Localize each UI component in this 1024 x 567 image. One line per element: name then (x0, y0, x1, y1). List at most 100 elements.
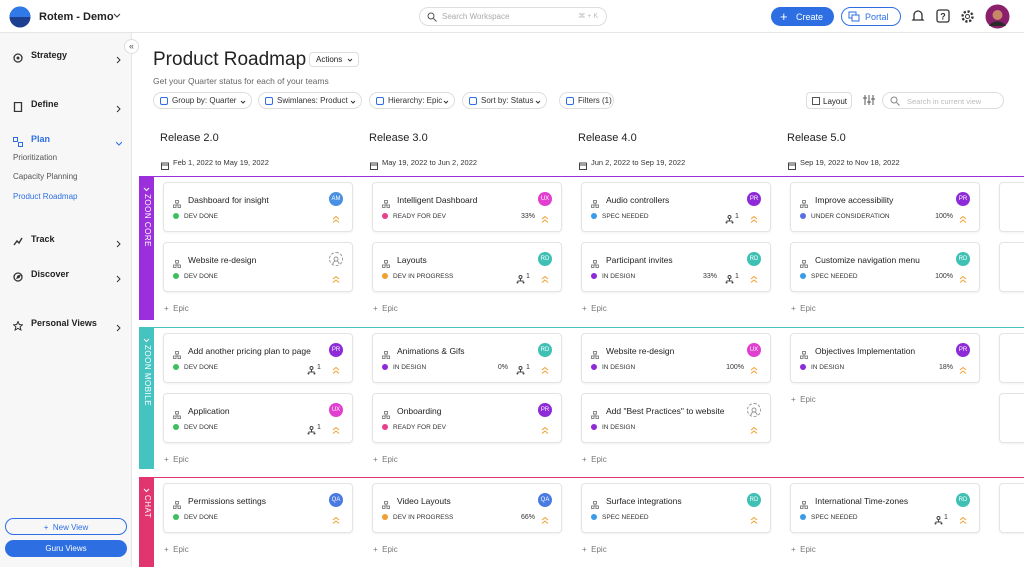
user-avatar[interactable] (985, 4, 1010, 29)
assignee-placeholder[interactable] (329, 252, 343, 266)
assignee-avatar[interactable]: RD (538, 252, 552, 266)
icon (959, 215, 967, 223)
filter-chip[interactable]: Sort by: Status (462, 92, 547, 109)
actions-button[interactable]: Actions (309, 52, 360, 67)
assignee-avatar[interactable]: RD (956, 252, 970, 266)
assignee-avatar[interactable]: QA (329, 493, 343, 507)
add-epic[interactable]: + Epic (791, 304, 816, 313)
progress-percent: 33% (520, 213, 535, 220)
add-epic[interactable]: + Epic (582, 455, 607, 464)
assignee-avatar[interactable]: PR (538, 403, 552, 417)
add-epic[interactable]: + Epic (164, 455, 189, 464)
epic-card[interactable]: Add "Best Practices" to website IN DESIGN (581, 393, 771, 443)
priority-icon (959, 362, 967, 380)
epic-card[interactable]: Application DEV DONE UX 1 (163, 393, 353, 443)
add-epic[interactable]: + Epic (791, 395, 816, 404)
lane-label[interactable]: CHAT (139, 477, 154, 567)
add-epic[interactable]: + Epic (373, 304, 398, 313)
lane-label[interactable]: ZOON CORE (139, 176, 154, 320)
add-epic[interactable]: + Epic (373, 545, 398, 554)
create-button[interactable]: + Create (771, 7, 834, 26)
lane-toggle[interactable] (143, 330, 150, 348)
icon (443, 100, 449, 104)
priority-icon (332, 512, 340, 530)
nav-item[interactable]: Define (31, 99, 59, 109)
workspace-name[interactable]: Rotem - Demo (39, 11, 114, 23)
filter-chip[interactable]: Hierarchy: Epic (369, 92, 455, 109)
assignee-avatar[interactable]: PR (956, 343, 970, 357)
add-epic[interactable]: + Epic (373, 455, 398, 464)
assignee-avatar[interactable]: RD (538, 343, 552, 357)
epic-title: Permissions settings (188, 496, 266, 506)
epic-card[interactable]: Website re-design IN DESIGN UX 100% (581, 333, 771, 383)
nav-subitem[interactable]: Product Roadmap (13, 192, 78, 201)
assignee-avatar[interactable]: UX (538, 192, 552, 206)
lane-toggle[interactable] (143, 179, 150, 197)
nav-item[interactable]: Personal Views (31, 318, 97, 328)
layout-button[interactable]: Layout (806, 92, 852, 109)
assignee-avatar[interactable]: RD (956, 493, 970, 507)
filter-chip[interactable]: Group by: Quarter (153, 92, 252, 109)
epic-card[interactable]: Layouts DEV IN PROGRESS RD 1 (372, 242, 562, 292)
assignee-avatar[interactable]: PR (329, 343, 343, 357)
help-icon[interactable]: ? (936, 9, 950, 23)
epic-card[interactable]: Permissions settings DEV DONE QA (163, 483, 353, 533)
assignee-avatar[interactable]: PR (747, 192, 761, 206)
epic-card[interactable]: Objectives Implementation IN DESIGN PR 18% (790, 333, 980, 383)
assignee-avatar[interactable]: RD (747, 252, 761, 266)
epic-card[interactable]: Website re-design DEV DONE (163, 242, 353, 292)
epic-card[interactable]: Intelligent Dashboard READY FOR DEV UX 33% (372, 182, 562, 232)
assignee-avatar[interactable]: QA (538, 493, 552, 507)
guru-views-button[interactable]: Guru Views (5, 540, 127, 557)
filter-chip[interactable]: Swimlanes: Product (258, 92, 362, 109)
add-epic[interactable]: + Epic (791, 545, 816, 554)
priority-icon (332, 271, 340, 289)
epic-card[interactable]: Video Layouts DEV IN PROGRESS QA 66% (372, 483, 562, 533)
assignee-avatar[interactable]: AM (329, 192, 343, 206)
epic-card[interactable]: Animations & Gifs IN DESIGN RD 1 0% (372, 333, 562, 383)
status-dot (591, 514, 597, 520)
nav-subitem[interactable]: Prioritization (13, 153, 58, 162)
lane-toggle[interactable] (143, 480, 150, 498)
new-view-button[interactable]: + New View (5, 518, 127, 535)
epic-card[interactable]: Improve accessibility UNDER CONSIDERATION… (790, 182, 980, 232)
filter-chip[interactable]: Filters (1) (559, 92, 614, 109)
chevron (535, 98, 541, 107)
nav-subitem[interactable]: Capacity Planning (13, 172, 78, 181)
epic-card[interactable]: Add another pricing plan to page DEV DONE… (163, 333, 353, 383)
epic-card-partial (999, 242, 1024, 292)
epic-card[interactable]: Audio controllers SPEC NEEDED PR 1 (581, 182, 771, 232)
collapse-button[interactable]: « (124, 39, 139, 54)
add-epic[interactable]: + Epic (582, 545, 607, 554)
search-box[interactable]: Search Workspace ⌘ + K (419, 7, 607, 26)
notification-icon[interactable] (911, 9, 925, 23)
view-settings-icon[interactable] (862, 94, 876, 106)
assignee-avatar[interactable]: RD (747, 493, 761, 507)
epic-card[interactable]: Surface integrations SPEC NEEDED RD (581, 483, 771, 533)
epic-card[interactable]: Participant invites IN DESIGN RD 1 33% (581, 242, 771, 292)
status-label: DEV IN PROGRESS (393, 273, 454, 280)
add-epic[interactable]: + Epic (164, 304, 189, 313)
epic-title: Objectives Implementation (815, 346, 916, 356)
add-epic-label: Epic (591, 545, 607, 554)
assignee-placeholder[interactable] (747, 403, 761, 417)
portal-button[interactable]: Portal (841, 7, 901, 26)
nav-item[interactable]: Discover (31, 269, 70, 279)
assignee-avatar[interactable]: UX (329, 403, 343, 417)
assignee-avatar[interactable]: PR (956, 192, 970, 206)
lane-label[interactable]: ZOON MOBILE (139, 327, 154, 469)
add-epic[interactable]: + Epic (582, 304, 607, 313)
epic-card[interactable]: International Time-zones SPEC NEEDED RD 1 (790, 483, 980, 533)
nav-item[interactable]: Track (31, 234, 55, 244)
nav-item[interactable]: Plan (31, 134, 51, 144)
epic-card[interactable]: Customize navigation menu SPEC NEEDED RD 10… (790, 242, 980, 292)
assignee-avatar[interactable]: UX (747, 343, 761, 357)
nav-item[interactable]: Strategy (31, 50, 68, 60)
icon (307, 366, 316, 375)
epic-card[interactable]: Dashboard for insight DEV DONE AM (163, 182, 353, 232)
view-search[interactable]: Search in current view (882, 92, 1004, 109)
epic-card[interactable]: Onboarding READY FOR DEV PR (372, 393, 562, 443)
add-epic[interactable]: + Epic (164, 545, 189, 554)
settings-icon[interactable] (960, 9, 975, 24)
